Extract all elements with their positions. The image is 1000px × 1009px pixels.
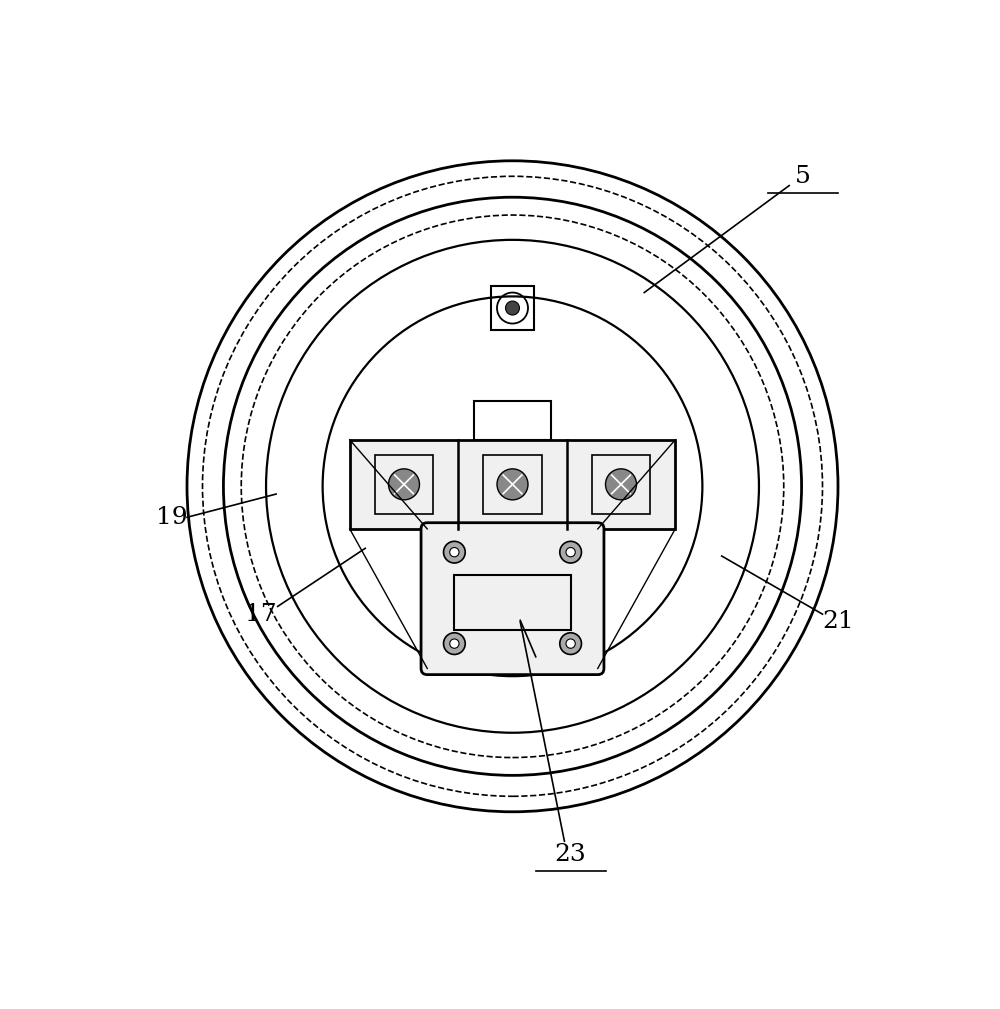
Text: 21: 21: [822, 610, 854, 634]
Bar: [483, 455, 542, 514]
Circle shape: [506, 301, 519, 315]
Text: 19: 19: [156, 506, 187, 529]
Circle shape: [450, 639, 459, 648]
Bar: [375, 455, 433, 514]
Circle shape: [560, 541, 581, 563]
Circle shape: [444, 633, 465, 655]
Circle shape: [388, 469, 420, 499]
Circle shape: [560, 633, 581, 655]
Bar: [454, 575, 571, 630]
Bar: [592, 455, 650, 514]
Circle shape: [450, 548, 459, 557]
Text: 23: 23: [555, 843, 586, 866]
Bar: [491, 287, 534, 330]
Bar: [350, 440, 675, 529]
Circle shape: [566, 639, 575, 648]
FancyBboxPatch shape: [421, 523, 604, 675]
Text: 5: 5: [795, 164, 811, 188]
Circle shape: [566, 548, 575, 557]
Circle shape: [606, 469, 637, 499]
Circle shape: [444, 541, 465, 563]
Text: 17: 17: [245, 602, 276, 626]
Bar: [474, 401, 551, 440]
Circle shape: [497, 469, 528, 499]
